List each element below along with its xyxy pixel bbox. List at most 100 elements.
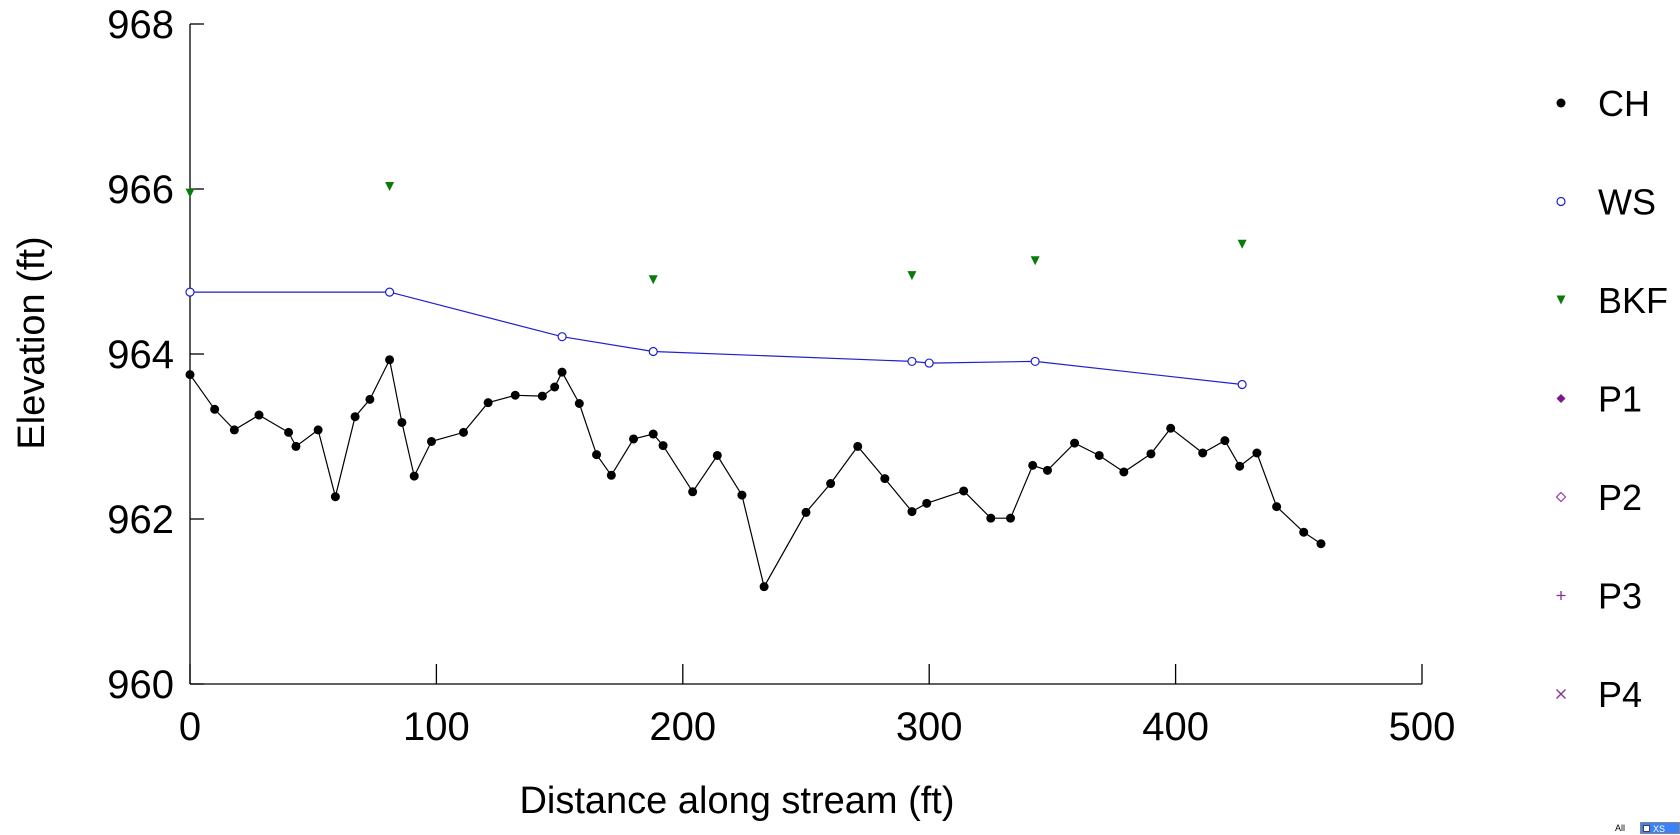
data-point-ch	[688, 487, 698, 497]
data-point-ch	[229, 425, 239, 435]
data-point-ch	[759, 582, 769, 592]
data-point-ws	[1030, 356, 1040, 367]
data-point-ch	[986, 513, 996, 523]
data-point-ch	[1070, 438, 1080, 448]
data-point-ch	[550, 382, 560, 392]
data-point-bkf	[907, 271, 917, 281]
data-point-ch	[1220, 436, 1230, 446]
show-all-button[interactable]: All	[1614, 823, 1625, 833]
data-point-ch	[826, 479, 836, 489]
series-ws	[185, 287, 1247, 390]
legend-item-p4: P4	[1556, 674, 1642, 715]
data-point-bkf	[385, 182, 395, 192]
legend-item-bkf: BKF	[1556, 280, 1668, 321]
data-point-ch	[350, 412, 360, 422]
data-point-ch	[1235, 461, 1245, 471]
data-point-ch	[426, 436, 436, 446]
data-point-ch	[737, 490, 747, 500]
data-point-ws	[384, 287, 395, 297]
data-point-ch	[853, 441, 863, 451]
y-tick-label: 968	[107, 3, 174, 47]
legend-label-bkf: BKF	[1598, 280, 1668, 321]
data-point-ch	[1272, 502, 1282, 512]
series-line-ch	[189, 357, 1322, 589]
x-axis-title: Distance along stream (ft)	[519, 780, 954, 822]
xs-toggle[interactable]: XS	[1640, 822, 1680, 834]
data-point-ch	[880, 474, 890, 484]
legend-label-ch: CH	[1598, 83, 1650, 124]
series-line-ws	[190, 291, 1243, 386]
series-ch	[185, 355, 1326, 592]
data-point-ch	[574, 399, 584, 408]
legend-item-p1: P1	[1556, 379, 1642, 420]
x-tick-label: 0	[179, 705, 201, 749]
y-tick-label: 960	[107, 663, 174, 707]
data-point-ch	[592, 450, 602, 460]
data-point-ch	[1299, 527, 1309, 537]
data-point-ch	[291, 441, 301, 451]
data-point-ch	[385, 355, 395, 365]
data-point-ch	[712, 450, 722, 460]
data-point-ch	[483, 398, 493, 408]
data-point-ch	[629, 434, 639, 444]
legend-label-ws: WS	[1598, 182, 1656, 223]
legend-item-p3: P3	[1556, 576, 1642, 617]
data-point-ch	[313, 425, 323, 435]
series-bkf	[185, 182, 1247, 285]
data-point-ch	[1119, 467, 1129, 477]
data-point-ch	[1166, 423, 1176, 433]
data-point-ch	[510, 390, 520, 400]
legend-marker-ch	[1556, 98, 1566, 108]
data-point-ws	[924, 358, 934, 368]
legend-marker-p2	[1555, 491, 1567, 503]
legend-marker-bkf	[1556, 295, 1566, 305]
legend-marker-p3	[1556, 591, 1566, 600]
data-point-ch	[365, 394, 375, 404]
y-tick-label: 964	[107, 333, 174, 377]
data-point-ch	[606, 470, 616, 480]
data-point-ch	[254, 410, 264, 420]
x-tick-label: 100	[403, 705, 470, 749]
data-point-ch	[907, 507, 917, 517]
data-point-ws	[648, 346, 658, 357]
data-point-ws	[907, 356, 917, 367]
legend-item-p2: P2	[1555, 477, 1642, 518]
x-tick-label: 400	[1142, 705, 1209, 749]
legend-marker-ws	[1556, 196, 1566, 207]
x-tick-label: 300	[896, 705, 963, 749]
xs-toggle-label: XS	[1653, 824, 1666, 834]
xs-checkbox[interactable]	[1643, 825, 1650, 832]
data-point-bkf	[185, 188, 195, 198]
x-tick-label: 200	[649, 705, 716, 749]
y-tick-label: 966	[107, 168, 174, 212]
data-point-bkf	[648, 275, 658, 285]
data-point-ch	[557, 367, 567, 377]
data-point-ch	[397, 417, 407, 427]
data-point-ch	[801, 507, 811, 517]
data-point-ws	[557, 332, 567, 342]
data-point-ch	[459, 427, 469, 437]
legend-label-p4: P4	[1598, 674, 1642, 715]
y-tick-label: 962	[107, 498, 174, 542]
data-point-ch	[1042, 465, 1052, 475]
data-point-ws	[185, 287, 195, 297]
data-point-ch	[1006, 513, 1016, 523]
data-point-ch	[1028, 460, 1038, 470]
data-point-ws	[1237, 379, 1247, 390]
legend-label-p1: P1	[1598, 379, 1642, 420]
data-point-ch	[1094, 450, 1104, 460]
x-tick-label: 500	[1389, 705, 1456, 749]
data-point-ch	[1252, 448, 1262, 458]
data-point-ch	[648, 429, 658, 439]
legend-marker-p4	[1556, 689, 1566, 699]
data-point-ch	[537, 391, 547, 401]
data-point-bkf	[1237, 239, 1247, 249]
data-point-ch	[284, 427, 294, 437]
data-point-ch	[185, 370, 195, 380]
legend-label-p3: P3	[1598, 576, 1642, 617]
data-point-ch	[1146, 449, 1156, 459]
data-point-ch	[959, 486, 969, 496]
legend-label-p2: P2	[1598, 477, 1642, 518]
axes: 0 100 200 300 400 500 960 962 964 966 968	[107, 3, 1455, 749]
